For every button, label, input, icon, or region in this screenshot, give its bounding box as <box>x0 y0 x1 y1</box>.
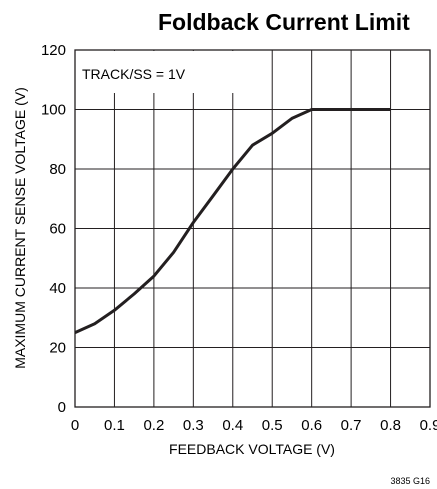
x-axis-label: FEEDBACK VOLTAGE (V) <box>169 441 335 457</box>
y-tick-label: 100 <box>41 102 66 119</box>
series-group <box>74 108 391 334</box>
x-tick-label: 0.9 <box>420 417 437 434</box>
x-tick-label: 0.6 <box>301 417 322 434</box>
grid <box>75 50 430 407</box>
x-tick-label: 0.2 <box>143 417 164 434</box>
series-line-0 <box>74 108 391 334</box>
annotation-label: TRACK/SS = 1V <box>82 66 186 82</box>
plot-frame <box>74 49 431 408</box>
figure-id: 3835 G16 <box>390 476 430 486</box>
x-tick-label: 0.5 <box>262 417 283 434</box>
y-tick-label: 20 <box>49 340 66 357</box>
y-tick-label: 120 <box>41 42 66 59</box>
x-tick-label: 0.8 <box>380 417 401 434</box>
x-tick-label: 0.7 <box>341 417 362 434</box>
chart-title: Foldback Current Limit <box>158 9 410 35</box>
x-tick-label: 0.1 <box>104 417 125 434</box>
x-tick-label: 0.3 <box>183 417 204 434</box>
x-tick-labels: 0 0.1 0.2 0.3 0.4 0.5 0.6 0.7 0.8 0.9 <box>71 417 437 434</box>
y-tick-label: 80 <box>49 161 66 178</box>
y-axis-label: MAXIMUM CURRENT SENSE VOLTAGE (V) <box>12 87 28 369</box>
x-tick-label: 0.4 <box>222 417 243 434</box>
annotation-box <box>76 51 234 93</box>
y-tick-label: 0 <box>58 399 66 416</box>
y-tick-labels: 0 20 40 60 80 100 120 <box>41 42 66 416</box>
x-tick-label: 0 <box>71 417 79 434</box>
y-tick-label: 40 <box>49 280 66 297</box>
y-tick-label: 60 <box>49 221 66 238</box>
